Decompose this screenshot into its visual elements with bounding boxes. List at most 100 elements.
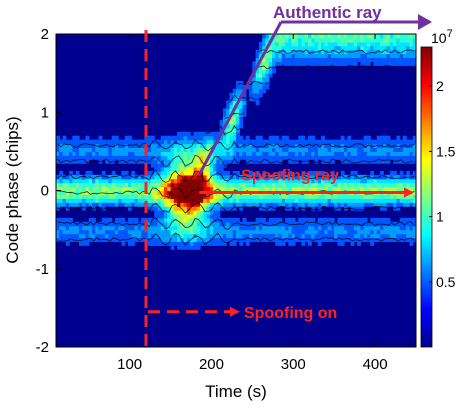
contour-cell [393, 139, 397, 145]
contour-cell [389, 143, 394, 149]
contour-cell [321, 170, 325, 176]
contour-cell [399, 155, 404, 160]
contour-cell [137, 174, 142, 180]
contour-cell [150, 163, 155, 168]
contour-cell [78, 178, 83, 184]
contour-cell [275, 53, 280, 59]
contour-cell [317, 143, 322, 149]
contour-cell [330, 202, 335, 207]
contour-cell [226, 225, 231, 231]
contour-cell [344, 174, 348, 180]
contour-cell [252, 61, 257, 66]
contour-cell [92, 186, 96, 192]
contour-cell [72, 202, 77, 207]
contour-cell [69, 170, 73, 176]
contour-cell [278, 159, 283, 164]
contour-cell [131, 159, 136, 164]
contour-cell [366, 225, 371, 231]
contour-cell [370, 217, 375, 223]
contour-cell [258, 151, 263, 156]
contour-cell [258, 49, 263, 55]
contour-cell [389, 182, 394, 188]
contour-cell [262, 217, 267, 223]
contour-cell [85, 237, 90, 242]
contour-cell [281, 194, 286, 199]
contour-cell [85, 143, 90, 149]
contour-cell [236, 131, 240, 137]
contour-cell [252, 84, 257, 90]
contour-cell [278, 45, 283, 51]
contour-cell [226, 151, 231, 156]
contour-cell [272, 139, 276, 145]
contour-cell [134, 151, 139, 156]
contour-cell [353, 178, 358, 184]
contour-cell [111, 202, 116, 207]
contour-cell [69, 225, 73, 231]
contour-cell [337, 61, 342, 66]
contour-cell [88, 151, 93, 156]
contour-cell [101, 233, 106, 239]
contour-cell [330, 34, 335, 39]
contour-cell [370, 178, 375, 184]
contour-cell [157, 186, 162, 192]
contour-cell [167, 182, 172, 188]
contour-cell [396, 41, 401, 47]
contour-cell [288, 225, 293, 231]
contour-cell [72, 233, 77, 239]
contour-cell [72, 159, 77, 164]
contour-cell [278, 143, 283, 149]
contour-cell [406, 221, 411, 227]
contour-cell [262, 65, 267, 70]
contour-cell [239, 233, 244, 239]
contour-cell [412, 139, 416, 145]
contour-cell [314, 45, 319, 51]
contour-cell [196, 139, 201, 145]
contour-cell [321, 45, 325, 51]
contour-cell [278, 61, 283, 66]
contour-cell [314, 229, 319, 235]
contour-cell [114, 147, 119, 152]
contour-cell [62, 135, 67, 141]
contour-cell [285, 57, 289, 62]
contour-cell [170, 143, 175, 149]
contour-cell [386, 155, 391, 160]
contour-cell [249, 202, 253, 207]
contour-cell [347, 178, 352, 184]
contour-cell [308, 135, 312, 141]
contour-cell [317, 45, 322, 51]
contour-cell [177, 229, 181, 235]
contour-cell [105, 194, 109, 199]
contour-cell [262, 159, 267, 164]
contour-cell [324, 198, 329, 203]
contour-cell [222, 182, 227, 188]
contour-cell [330, 182, 335, 188]
contour-cell [350, 147, 355, 152]
contour-cell [373, 151, 378, 156]
contour-cell [186, 143, 191, 149]
contour-cell [105, 159, 109, 164]
contour-cell [262, 57, 267, 62]
contour-cell [389, 233, 394, 239]
contour-cell [157, 139, 162, 145]
contour-cell [206, 139, 211, 145]
contour-cell [196, 182, 201, 188]
contour-cell [157, 206, 162, 211]
contour-cell [304, 182, 309, 188]
contour-cell [170, 163, 175, 168]
contour-cell [380, 202, 384, 207]
contour-cell [337, 37, 342, 43]
contour-cell [258, 65, 263, 70]
contour-cell [370, 182, 375, 188]
contour-cell [242, 96, 247, 102]
contour-cell [272, 217, 276, 223]
contour-cell [200, 194, 204, 199]
contour-cell [236, 135, 240, 141]
contour-cell [209, 229, 214, 235]
contour-cell [386, 45, 391, 51]
contour-cell [308, 49, 312, 55]
contour-cell [275, 37, 280, 43]
contour-cell [399, 53, 404, 59]
contour-cell [258, 61, 263, 66]
contour-cell [69, 143, 73, 149]
contour-cell [183, 245, 188, 250]
